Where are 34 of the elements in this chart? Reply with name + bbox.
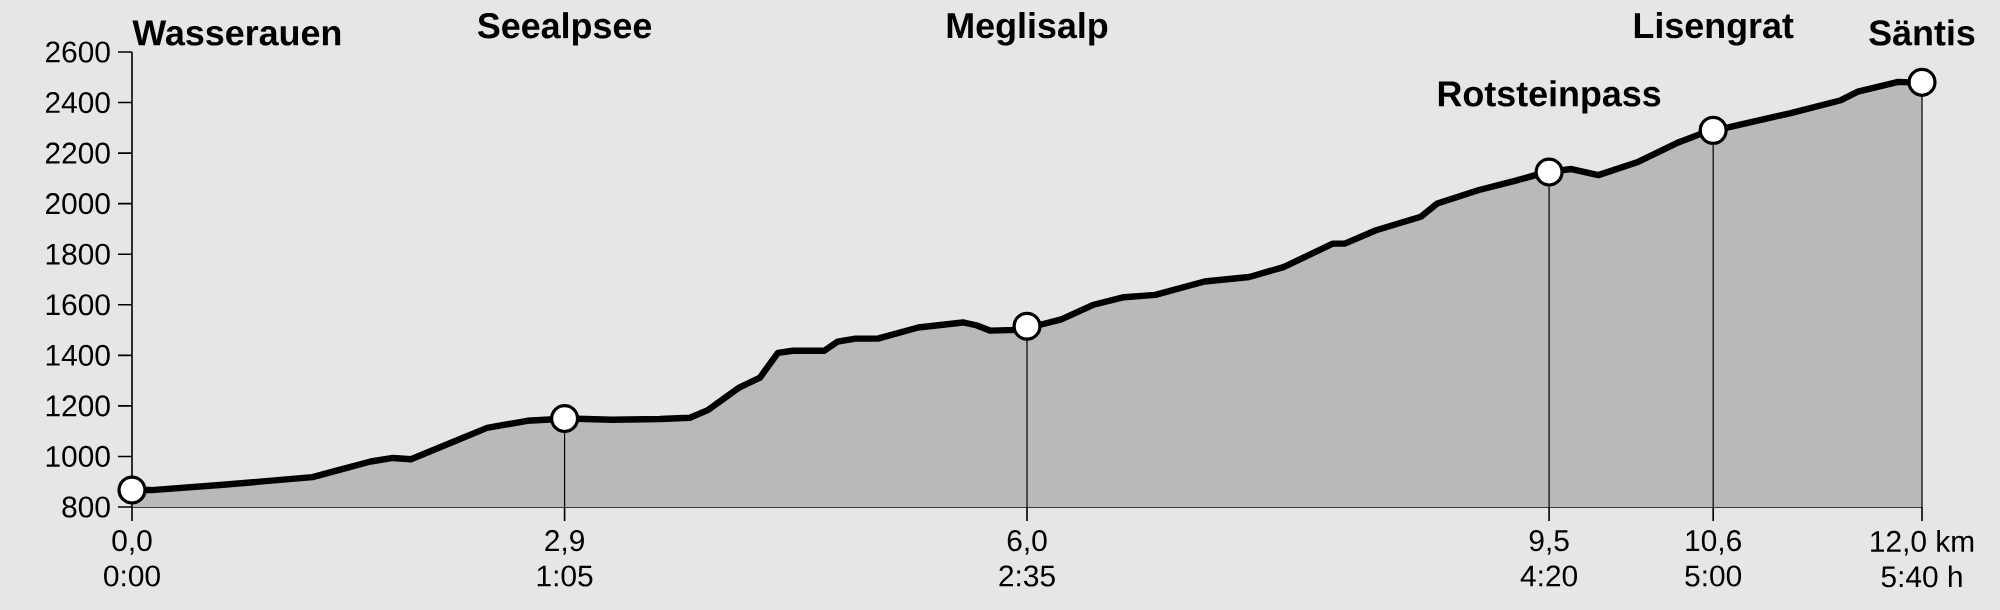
- y-tick-label: 1200: [46, 395, 110, 417]
- point: [1534, 157, 1564, 187]
- point: [1012, 311, 1042, 341]
- text: Meglisalp: [947, 12, 1108, 46]
- text: 5:00: [1685, 565, 1742, 587]
- text: 4:20: [1520, 565, 1577, 587]
- x-tick-label: 6,0: [1007, 530, 1047, 555]
- y-tick-label: 800: [62, 496, 110, 518]
- text: Säntis: [1869, 19, 1975, 46]
- text: 0:00: [104, 565, 160, 587]
- y-tick-label: 1600: [46, 294, 110, 316]
- y-tick-label: 1000: [46, 445, 110, 468]
- x-tick-label: 0,0: [112, 530, 152, 555]
- point: [550, 403, 580, 434]
- y-tick-label: 1800: [46, 243, 110, 265]
- text: Seealpsee: [477, 12, 652, 46]
- point: [117, 475, 147, 505]
- annotation: Rotsteinpass: [1438, 80, 1661, 114]
- text: Lisengrat: [1634, 12, 1794, 46]
- x-tick-label: 2,9: [545, 530, 584, 555]
- point: [1907, 67, 1937, 97]
- text: Wasserauen: [132, 20, 341, 46]
- text: 1:05: [537, 565, 593, 587]
- x-tick-label: 9,5: [1529, 530, 1569, 555]
- x-tick-label: 10,6: [1686, 530, 1741, 555]
- y-tick-label: 2600: [45, 41, 110, 63]
- y-tick-label: 2000: [45, 193, 110, 215]
- text: 2:35: [999, 565, 1055, 587]
- text: 5:40 h: [1881, 565, 1962, 588]
- y-tick-label: 2200: [45, 142, 110, 164]
- point: [1698, 115, 1728, 145]
- y-tick-label: 1400: [46, 344, 110, 366]
- y-tick-label: 2400: [45, 91, 110, 114]
- x-tick-label: 12,0 km: [1871, 530, 1974, 556]
